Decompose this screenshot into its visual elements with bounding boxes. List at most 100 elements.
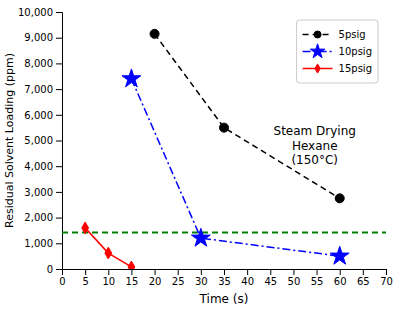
tick-mark <box>293 269 294 275</box>
series-point <box>82 222 89 234</box>
tick-label: 0 <box>59 276 65 287</box>
tick: 1,000 <box>24 238 62 249</box>
tick-label: 35 <box>218 276 231 287</box>
tick-mark <box>247 269 248 275</box>
series-point <box>335 194 344 203</box>
legend-frame <box>297 20 378 83</box>
legend-label: 10psig <box>339 46 372 57</box>
tick: 65 <box>357 269 370 287</box>
tick: 0 <box>59 269 65 287</box>
tick-label: 45 <box>264 276 277 287</box>
tick-mark <box>56 166 62 167</box>
series-point <box>219 123 228 132</box>
tick-label: 9,000 <box>24 32 53 43</box>
y-axis: 0 1,000 2,000 3,000 4,000 5,000 6,000 7,000 8,00… <box>18 7 63 275</box>
tick: 55 <box>311 269 324 287</box>
tick-mark <box>56 218 62 219</box>
tick-mark <box>56 243 62 244</box>
legend: 5psig 10psig 15psig <box>297 20 378 83</box>
tick-label: 30 <box>195 276 208 287</box>
tick: 30 <box>195 269 208 287</box>
legend-label: 15psig <box>339 63 372 74</box>
series-point <box>105 247 112 259</box>
axis-line <box>63 270 387 276</box>
tick: 3,000 <box>24 187 62 198</box>
tick-label: 10 <box>102 276 115 287</box>
legend-label: 5psig <box>339 29 366 40</box>
y-axis-title: Residual Solvent Loading (ppm) <box>3 53 16 228</box>
series-point <box>330 246 349 264</box>
legend-entry: 5psig <box>303 29 366 40</box>
annotation-line: (150°C) <box>291 153 338 167</box>
annotation-line: Steam Drying <box>274 124 356 138</box>
tick-label: 15 <box>126 276 139 287</box>
tick-mark <box>56 38 62 39</box>
tick-label: 0 <box>47 264 53 275</box>
tick: 5 <box>82 269 88 287</box>
tick-label: 5,000 <box>24 135 53 146</box>
tick-mark <box>85 269 86 275</box>
tick-label: 8,000 <box>24 58 53 69</box>
tick-mark <box>56 63 62 64</box>
tick-mark <box>224 269 225 275</box>
chart: 0 5 10 15 20 25 30 35 40 45 50 55 60 65 70 0 1,000 2,000 3… <box>0 0 400 309</box>
tick: 5,000 <box>24 135 62 146</box>
tick: 35 <box>218 269 231 287</box>
tick-mark <box>363 269 364 275</box>
tick-label: 65 <box>357 276 370 287</box>
tick: 20 <box>149 269 162 287</box>
tick: 15 <box>126 269 139 287</box>
tick-mark <box>56 89 62 90</box>
tick-mark <box>270 269 271 275</box>
tick-mark <box>56 141 62 142</box>
tick-label: 5 <box>82 276 88 287</box>
tick: 0 <box>47 264 62 275</box>
tick: 9,000 <box>24 32 62 43</box>
tick-label: 3,000 <box>24 187 53 198</box>
legend-entry: 15psig <box>303 63 372 74</box>
legend-marker <box>314 31 321 38</box>
tick: 50 <box>288 269 301 287</box>
tick: 8,000 <box>24 58 62 69</box>
tick-label: 70 <box>380 276 393 287</box>
tick: 10 <box>102 269 115 287</box>
tick: 70 <box>380 269 393 287</box>
x-axis-title: Time (s) <box>199 292 249 306</box>
series-line <box>131 79 339 256</box>
tick-mark <box>155 269 156 275</box>
tick-label: 6,000 <box>24 110 53 121</box>
tick-mark <box>131 269 132 275</box>
tick-label: 2,000 <box>24 212 53 223</box>
tick: 10,000 <box>18 7 62 18</box>
series-point <box>191 228 210 246</box>
tick: 60 <box>334 269 347 287</box>
x-axis: 0 5 10 15 20 25 30 35 40 45 50 55 60 65 70 <box>59 269 393 287</box>
series-point <box>122 69 141 87</box>
tick: 40 <box>241 269 254 287</box>
tick-label: 60 <box>334 276 347 287</box>
reference-line <box>62 232 386 234</box>
tick-mark <box>386 269 387 275</box>
tick-mark <box>340 269 341 275</box>
annotation: Steam DryingHexane(150°C) <box>274 124 356 167</box>
tick: 7,000 <box>24 84 62 95</box>
tick-label: 50 <box>288 276 301 287</box>
tick-mark <box>56 115 62 116</box>
tick-label: 25 <box>172 276 185 287</box>
legend-marker <box>315 64 320 73</box>
tick-mark <box>108 269 109 275</box>
tick: 6,000 <box>24 110 62 121</box>
tick-mark <box>317 269 318 275</box>
legend-entry: 10psig <box>303 44 372 58</box>
tick: 25 <box>172 269 185 287</box>
tick: 4,000 <box>24 161 62 172</box>
series-line <box>85 228 131 267</box>
series-point <box>150 29 159 38</box>
legend-marker <box>310 44 325 58</box>
tick-label: 1,000 <box>24 238 53 249</box>
tick: 45 <box>264 269 277 287</box>
tick-label: 20 <box>149 276 162 287</box>
tick-label: 7,000 <box>24 84 53 95</box>
series-point <box>128 261 135 269</box>
tick: 2,000 <box>24 212 62 223</box>
